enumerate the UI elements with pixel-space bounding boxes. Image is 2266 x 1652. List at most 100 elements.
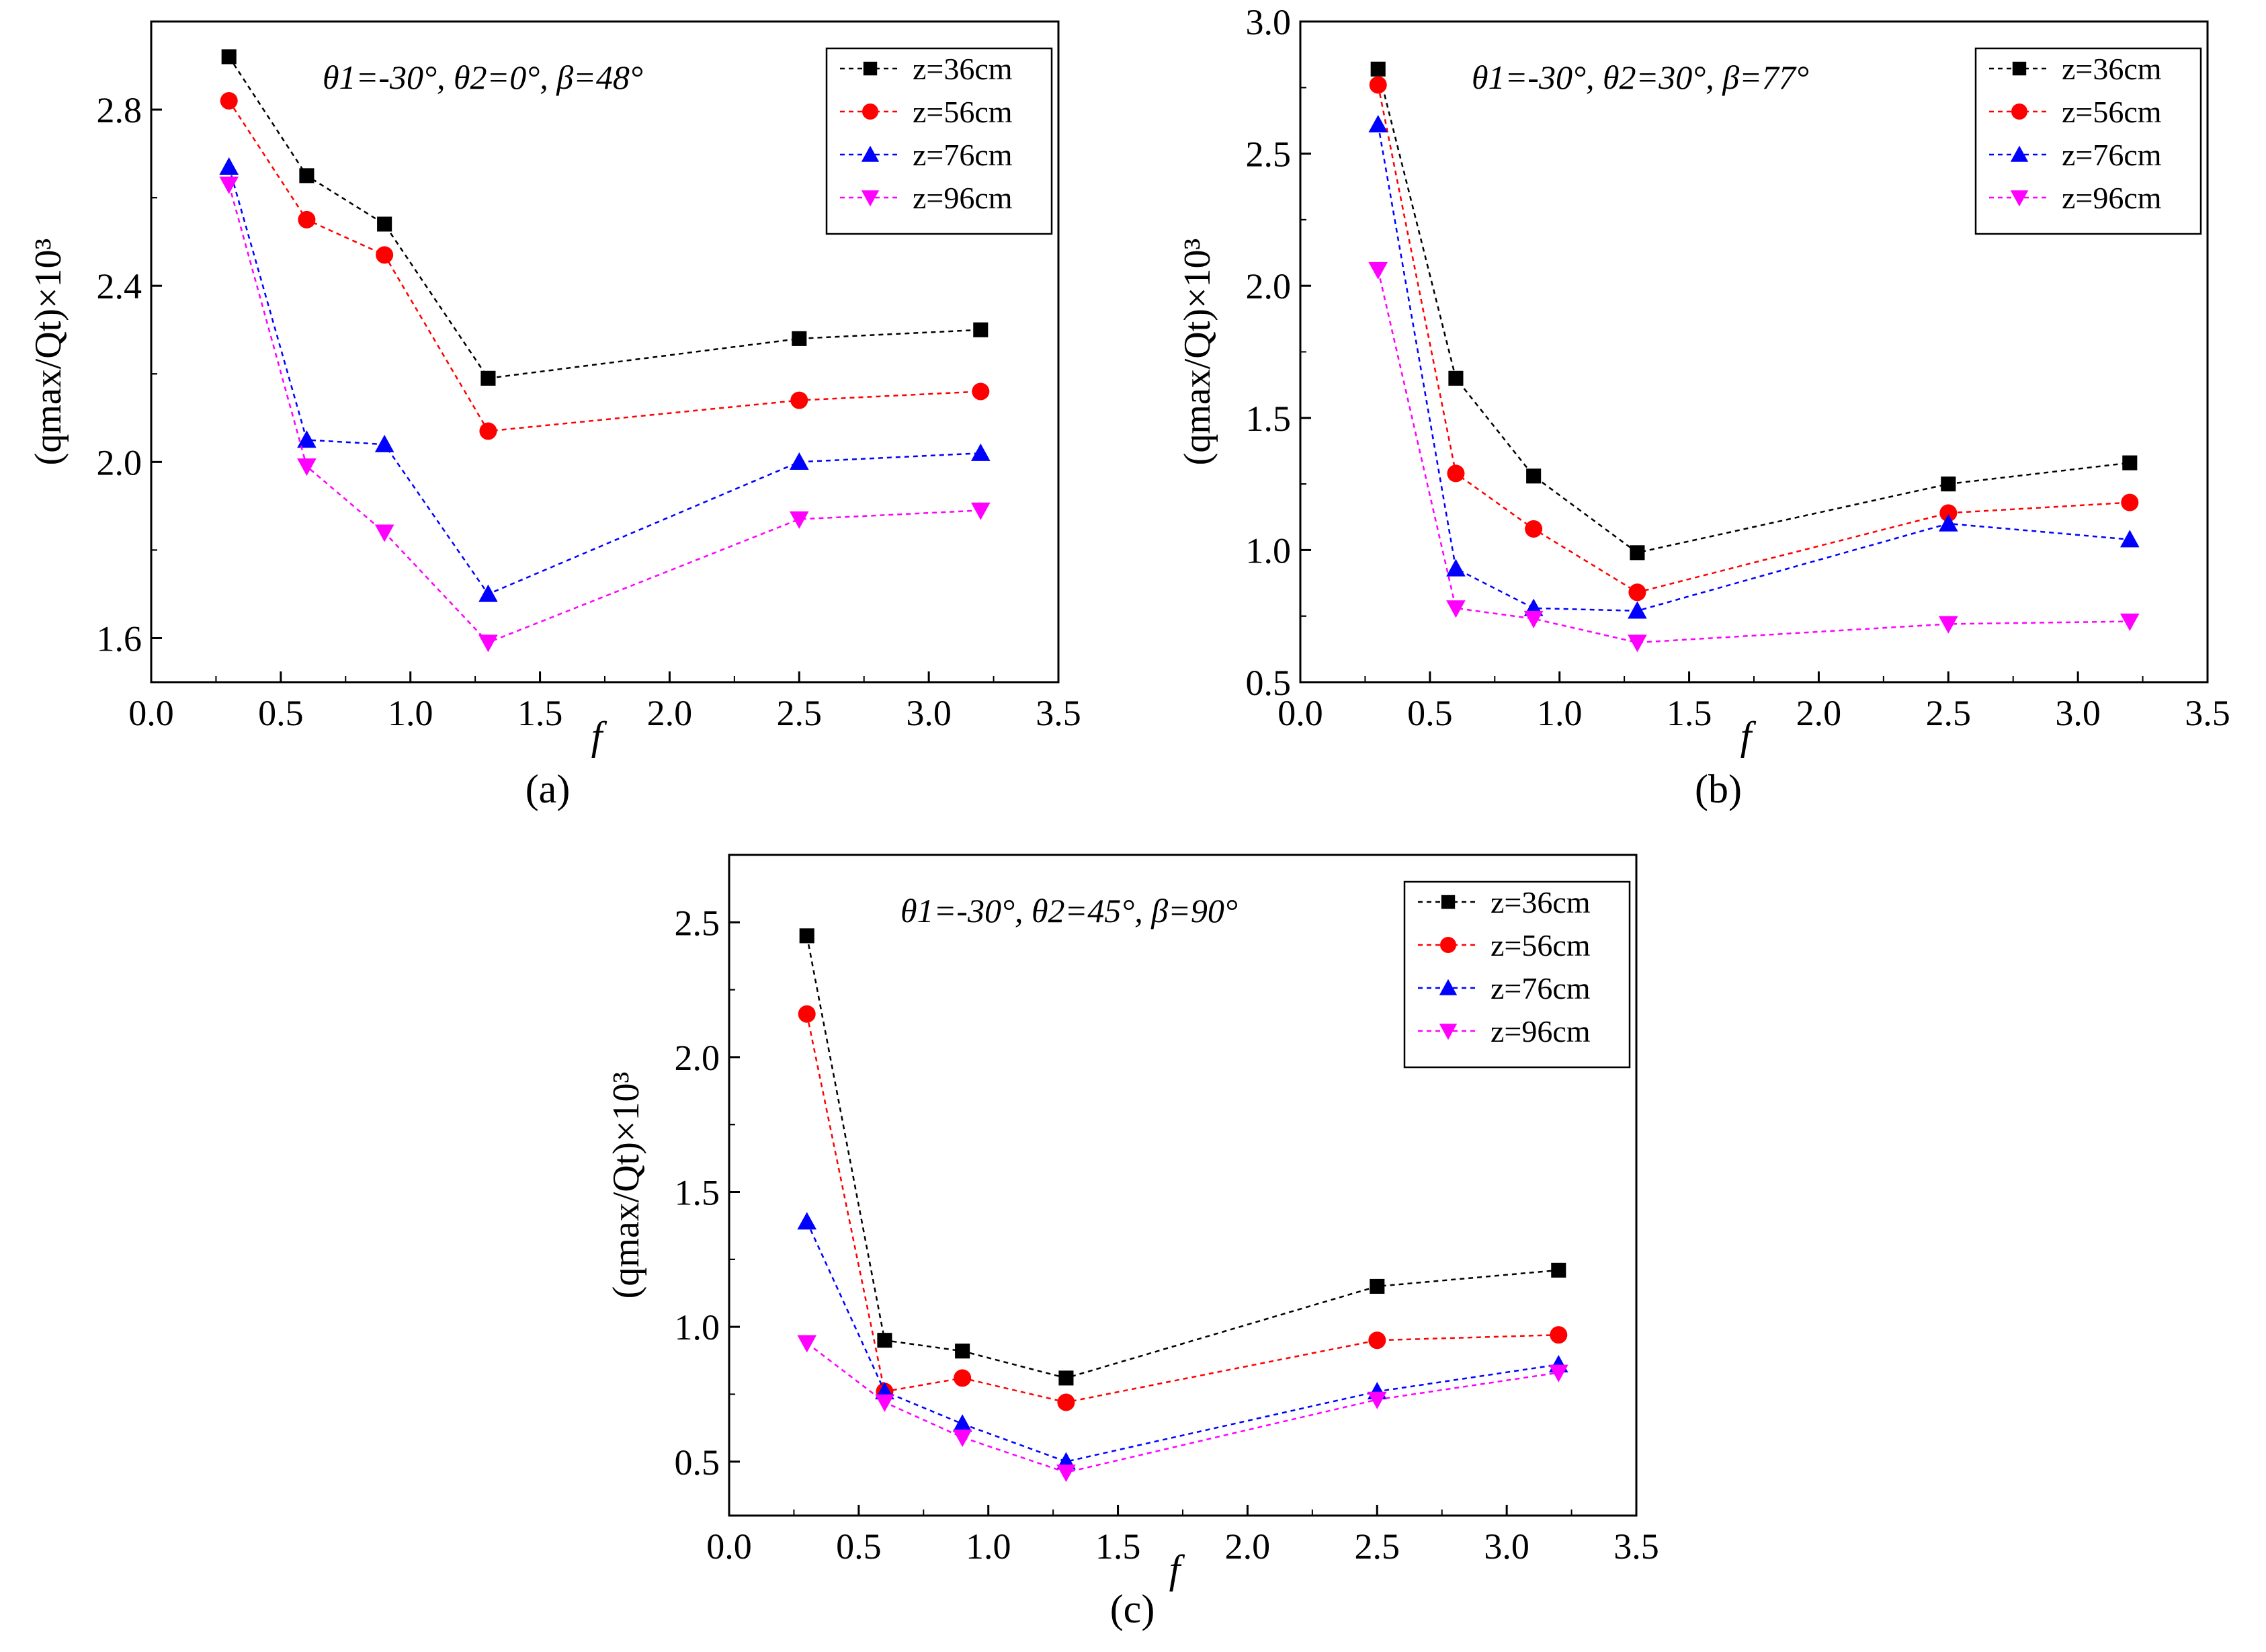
data-point-a-0 (377, 216, 392, 232)
legend-label-c-3: z=96cm (1491, 1014, 1591, 1048)
x-tick-label-b: 3.0 (2055, 693, 2101, 733)
legend-label-a-3: z=96cm (913, 181, 1013, 215)
data-point-a-2 (478, 584, 498, 602)
data-point-b-3 (2120, 613, 2140, 631)
x-tick-label-b: 1.5 (1667, 693, 1712, 733)
data-point-b-0 (1370, 61, 1386, 77)
x-tick-label-b: 1.0 (1537, 693, 1583, 733)
series-line-a-3 (228, 184, 981, 644)
data-point-a-2 (219, 157, 239, 175)
data-point-b-2 (1938, 513, 1958, 532)
legend-label-b-2: z=76cm (2062, 138, 2162, 172)
legend-label-b-3: z=96cm (2062, 181, 2162, 215)
y-tick-label-a: 2.4 (97, 266, 142, 306)
data-point-b-2 (2120, 530, 2140, 548)
data-point-b-0 (1941, 477, 1956, 492)
x-tick-label-c: 3.0 (1484, 1526, 1529, 1567)
chart-c-svg: 0.0 0.5 1.0 1.5 2.0 2.5 3.0 3.5 0.5 1.0 1.5 2.0 2.5 f… (605, 854, 1659, 1592)
data-point-b-1 (2121, 493, 2139, 511)
y-tick-label-b: 2.5 (1246, 134, 1292, 175)
x-axis-label-c: f (1169, 1547, 1185, 1592)
data-point-b-3 (1368, 261, 1388, 280)
data-point-a-3 (970, 502, 991, 520)
legend-label-c-0: z=36cm (1491, 885, 1591, 919)
chart-panel-a: 0.0 0.5 1.0 1.5 2.0 2.5 3.0 3.5 1.6 2.0 2.4 2.8 f (qm… (0, 0, 1116, 759)
data-point-b-3 (1446, 600, 1466, 618)
data-point-c-3 (1367, 1391, 1387, 1409)
series-line-b-3 (1377, 270, 2130, 644)
y-tick-label-c: 1.0 (675, 1307, 720, 1348)
data-point-b-1 (1369, 76, 1387, 94)
legend-marker-c-0 (1441, 895, 1456, 909)
data-point-c-0 (877, 1333, 892, 1348)
data-point-a-0 (973, 322, 989, 337)
series-line-c-2 (806, 1221, 1559, 1463)
data-point-b-1 (1447, 464, 1465, 483)
data-point-a-0 (299, 168, 314, 183)
legend-label-c-2: z=76cm (1491, 971, 1591, 1005)
legend-box-b (1974, 47, 2202, 235)
x-tick-label-b: 2.5 (1926, 693, 1972, 733)
data-point-c-1 (1550, 1326, 1568, 1344)
data-point-a-0 (480, 370, 496, 386)
x-tick-label-b: 0.0 (1277, 693, 1323, 733)
legend-label-a-1: z=56cm (913, 95, 1013, 129)
legend-marker-c-1 (1440, 937, 1456, 953)
data-point-c-0 (799, 928, 814, 944)
x-tick-label-a: 3.5 (1036, 693, 1081, 733)
x-tick-label-b: 3.5 (2185, 693, 2230, 733)
y-tick-label-b: 3.0 (1246, 2, 1292, 42)
data-point-a-2 (374, 434, 394, 452)
y-tick-label-c: 0.5 (675, 1442, 720, 1483)
data-point-b-2 (1446, 559, 1466, 577)
data-point-c-1 (1057, 1393, 1075, 1411)
y-tick-label-c: 1.5 (675, 1173, 720, 1213)
x-tick-label-a: 0.5 (258, 693, 304, 733)
series-line-c-1 (806, 1014, 1559, 1403)
x-tick-label-c: 3.5 (1613, 1526, 1659, 1567)
data-point-b-2 (1628, 601, 1647, 619)
data-point-c-1 (954, 1369, 972, 1387)
data-point-c-0 (1058, 1370, 1074, 1386)
data-point-b-2 (1368, 115, 1388, 133)
data-point-c-3 (1548, 1364, 1568, 1382)
data-point-c-1 (798, 1005, 816, 1023)
legend-label-c-1: z=56cm (1491, 928, 1591, 962)
legend-marker-b-1 (2011, 104, 2027, 120)
series-line-b-1 (1377, 85, 2130, 593)
x-tick-label-a: 2.0 (647, 693, 693, 733)
data-point-c-0 (1551, 1262, 1566, 1278)
data-point-b-3 (1938, 616, 1958, 634)
panel-label-b: (b) (1695, 767, 1742, 811)
y-tick-label-a: 1.6 (97, 618, 142, 659)
data-point-a-1 (972, 382, 990, 401)
series-line-a-2 (228, 166, 981, 595)
series-line-b-0 (1377, 69, 2130, 554)
x-axis-label-b: f (1740, 714, 1757, 758)
data-point-a-0 (221, 49, 237, 65)
x-tick-label-a: 3.0 (906, 693, 952, 733)
legend-box-c (1403, 880, 1631, 1069)
legend-label-a-0: z=36cm (913, 52, 1013, 86)
x-tick-label-a: 1.0 (388, 693, 433, 733)
x-tick-label-c: 0.5 (836, 1526, 882, 1567)
data-point-a-2 (789, 452, 809, 470)
panel-label-c: (c) (1109, 1587, 1155, 1631)
data-point-a-1 (790, 391, 808, 409)
data-point-c-2 (797, 1212, 817, 1230)
data-point-a-3 (374, 524, 394, 542)
x-tick-label-c: 2.0 (1225, 1526, 1271, 1567)
x-tick-label-c: 1.0 (966, 1526, 1011, 1567)
data-point-a-1 (479, 422, 497, 440)
legend-label-a-2: z=76cm (913, 138, 1013, 172)
chart-panel-b: 0.0 0.5 1.0 1.5 2.0 2.5 3.0 3.5 0.5 1.0 1.5 2.0 2.5 3… (1149, 0, 2265, 759)
legend-label-b-1: z=56cm (2062, 95, 2162, 129)
series-line-b-2 (1377, 124, 2130, 612)
legend-marker-b-0 (2012, 61, 2027, 76)
chart-b-svg: 0.0 0.5 1.0 1.5 2.0 2.5 3.0 3.50.51.01.52.02.53… (1177, 2, 2230, 758)
data-point-a-2 (970, 443, 991, 461)
data-point-a-1 (298, 210, 316, 229)
series-line-c-0 (806, 936, 1559, 1379)
y-tick-label-c: 2.5 (675, 903, 720, 943)
legend-marker-a-0 (863, 61, 878, 76)
